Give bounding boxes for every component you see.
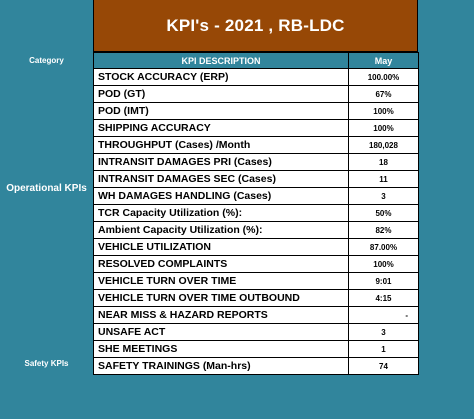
kpi-table-body: STOCK ACCURACY (ERP) 100.00% POD (GT) 67% PO…: [93, 68, 419, 375]
kpi-description-cell: TCR Capacity Utilization (%):: [93, 204, 349, 222]
title-bar: KPI's - 2021 , RB-LDC: [93, 0, 418, 52]
kpi-description-cell: RESOLVED COMPLAINTS: [93, 255, 349, 273]
table-row: THROUGHPUT (Cases) /Month 180,028: [93, 136, 419, 154]
kpi-may-value-cell: 3: [348, 323, 419, 341]
table-row: SAFETY TRAININGS (Man-hrs) 74: [93, 357, 419, 375]
kpi-description-cell: THROUGHPUT (Cases) /Month: [93, 136, 349, 154]
table-row: Ambient Capacity Utilization (%): 82%: [93, 221, 419, 239]
right-margin-column: [418, 0, 474, 419]
table-row: SHE MEETINGS 1: [93, 340, 419, 358]
table-row: UNSAFE ACT 3: [93, 323, 419, 341]
kpi-may-value-cell: 4:15: [348, 289, 419, 307]
kpi-may-value-cell: 100%: [348, 255, 419, 273]
kpi-description-cell: SAFETY TRAININGS (Man-hrs): [93, 357, 349, 375]
kpi-may-value-cell: -: [348, 306, 419, 324]
kpi-description-cell: SHIPPING ACCURACY: [93, 119, 349, 137]
kpi-may-value-cell: 82%: [348, 221, 419, 239]
kpi-may-value-cell: 18: [348, 153, 419, 171]
kpi-description-cell: POD (IMT): [93, 102, 349, 120]
table-row: SHIPPING ACCURACY 100%: [93, 119, 419, 137]
category-safety-kpis: Safety KPIs: [24, 359, 69, 368]
kpi-may-value-cell: 11: [348, 170, 419, 188]
kpi-may-value-cell: 100.00%: [348, 68, 419, 86]
table-row: NEAR MISS & HAZARD REPORTS -: [93, 306, 419, 324]
page-title: KPI's - 2021 , RB-LDC: [166, 15, 345, 35]
kpi-may-value-cell: 67%: [348, 85, 419, 103]
kpi-description-cell: UNSAFE ACT: [93, 323, 349, 341]
kpi-description-cell: WH DAMAGES HANDLING (Cases): [93, 187, 349, 205]
kpi-may-value-cell: 180,028: [348, 136, 419, 154]
table-row: POD (GT) 67%: [93, 85, 419, 103]
table-row: INTRANSIT DAMAGES PRI (Cases) 18: [93, 153, 419, 171]
kpi-description-cell: INTRANSIT DAMAGES PRI (Cases): [93, 153, 349, 171]
kpi-description-cell: VEHICLE TURN OVER TIME: [93, 272, 349, 290]
kpi-may-value-cell: 50%: [348, 204, 419, 222]
table-row: POD (IMT) 100%: [93, 102, 419, 120]
kpi-may-value-cell: 74: [348, 357, 419, 375]
kpi-description-cell: Ambient Capacity Utilization (%):: [93, 221, 349, 239]
table-row: STOCK ACCURACY (ERP) 100.00%: [93, 68, 419, 86]
kpi-may-value-cell: 3: [348, 187, 419, 205]
category-operational-kpis: Operational KPIs: [6, 183, 87, 194]
category-column: Category Operational KPIs Safety KPIs: [0, 0, 93, 419]
kpi-description-cell: STOCK ACCURACY (ERP): [93, 68, 349, 86]
header-kpi-description: KPI DESCRIPTION: [93, 52, 349, 69]
kpi-may-value-cell: 9:01: [348, 272, 419, 290]
category-header: Category: [29, 56, 64, 65]
kpi-table: KPI DESCRIPTION May STOCK ACCURACY (ERP)…: [93, 52, 419, 375]
table-row: INTRANSIT DAMAGES SEC (Cases) 11: [93, 170, 419, 188]
table-row: VEHICLE TURN OVER TIME 9:01: [93, 272, 419, 290]
table-row: VEHICLE UTILIZATION 87.00%: [93, 238, 419, 256]
kpi-may-value-cell: 87.00%: [348, 238, 419, 256]
table-row: WH DAMAGES HANDLING (Cases) 3: [93, 187, 419, 205]
kpi-description-cell: INTRANSIT DAMAGES SEC (Cases): [93, 170, 349, 188]
kpi-description-cell: VEHICLE UTILIZATION: [93, 238, 349, 256]
kpi-may-value-cell: 1: [348, 340, 419, 358]
kpi-description-cell: POD (GT): [93, 85, 349, 103]
kpi-description-cell: SHE MEETINGS: [93, 340, 349, 358]
table-row: TCR Capacity Utilization (%): 50%: [93, 204, 419, 222]
table-header-row: KPI DESCRIPTION May: [93, 52, 419, 69]
kpi-description-cell: NEAR MISS & HAZARD REPORTS: [93, 306, 349, 324]
kpi-may-value-cell: 100%: [348, 119, 419, 137]
kpi-description-cell: VEHICLE TURN OVER TIME OUTBOUND: [93, 289, 349, 307]
table-row: RESOLVED COMPLAINTS 100%: [93, 255, 419, 273]
header-may: May: [348, 52, 419, 69]
kpi-may-value-cell: 100%: [348, 102, 419, 120]
table-row: VEHICLE TURN OVER TIME OUTBOUND 4:15: [93, 289, 419, 307]
